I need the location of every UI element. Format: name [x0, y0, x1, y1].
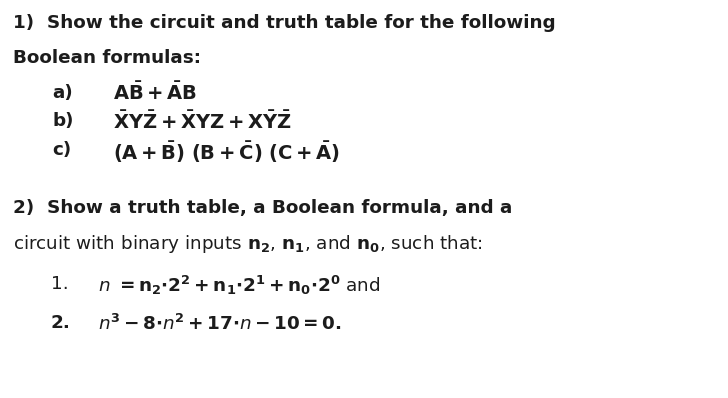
Text: b): b): [52, 112, 74, 130]
Text: $\mathbf{(A + \bar{B})\ (B + \bar{C})\ (C + \bar{A})}$: $\mathbf{(A + \bar{B})\ (B + \bar{C})\ (…: [113, 139, 340, 165]
Text: $\mathit{n}\mathbf{\ = n_2{\cdot}2^2 + n_1{\cdot}2^1 + n_0{\cdot}2^0}$ and: $\mathit{n}\mathbf{\ = n_2{\cdot}2^2 + n…: [98, 274, 381, 297]
Text: $\mathbf{\bar{X}Y\bar{Z} + \bar{X}YZ + X\bar{Y}\bar{Z}}$: $\mathbf{\bar{X}Y\bar{Z} + \bar{X}YZ + X…: [113, 111, 292, 133]
Text: a): a): [52, 84, 74, 101]
Text: 2.: 2.: [51, 314, 71, 332]
Text: 2)  Show a truth table, a Boolean formula, and a: 2) Show a truth table, a Boolean formula…: [13, 199, 513, 217]
Text: 1)  Show the circuit and truth table for the following: 1) Show the circuit and truth table for …: [13, 14, 555, 32]
Text: 1.: 1.: [51, 275, 68, 293]
Text: Boolean formulas:: Boolean formulas:: [13, 49, 201, 66]
Text: c): c): [52, 141, 71, 159]
Text: $\mathbf{\mathit{n}^3 - 8{\cdot}\mathit{n}^2 + 17{\cdot}\mathit{n} - 10 = 0.}$: $\mathbf{\mathit{n}^3 - 8{\cdot}\mathit{…: [98, 314, 341, 334]
Text: circuit with binary inputs $\mathbf{n_2}$, $\mathbf{n_1}$, and $\mathbf{n_0}$, s: circuit with binary inputs $\mathbf{n_2}…: [13, 233, 483, 255]
Text: $\mathbf{A\bar{B} + \bar{A}B}$: $\mathbf{A\bar{B} + \bar{A}B}$: [113, 82, 197, 104]
